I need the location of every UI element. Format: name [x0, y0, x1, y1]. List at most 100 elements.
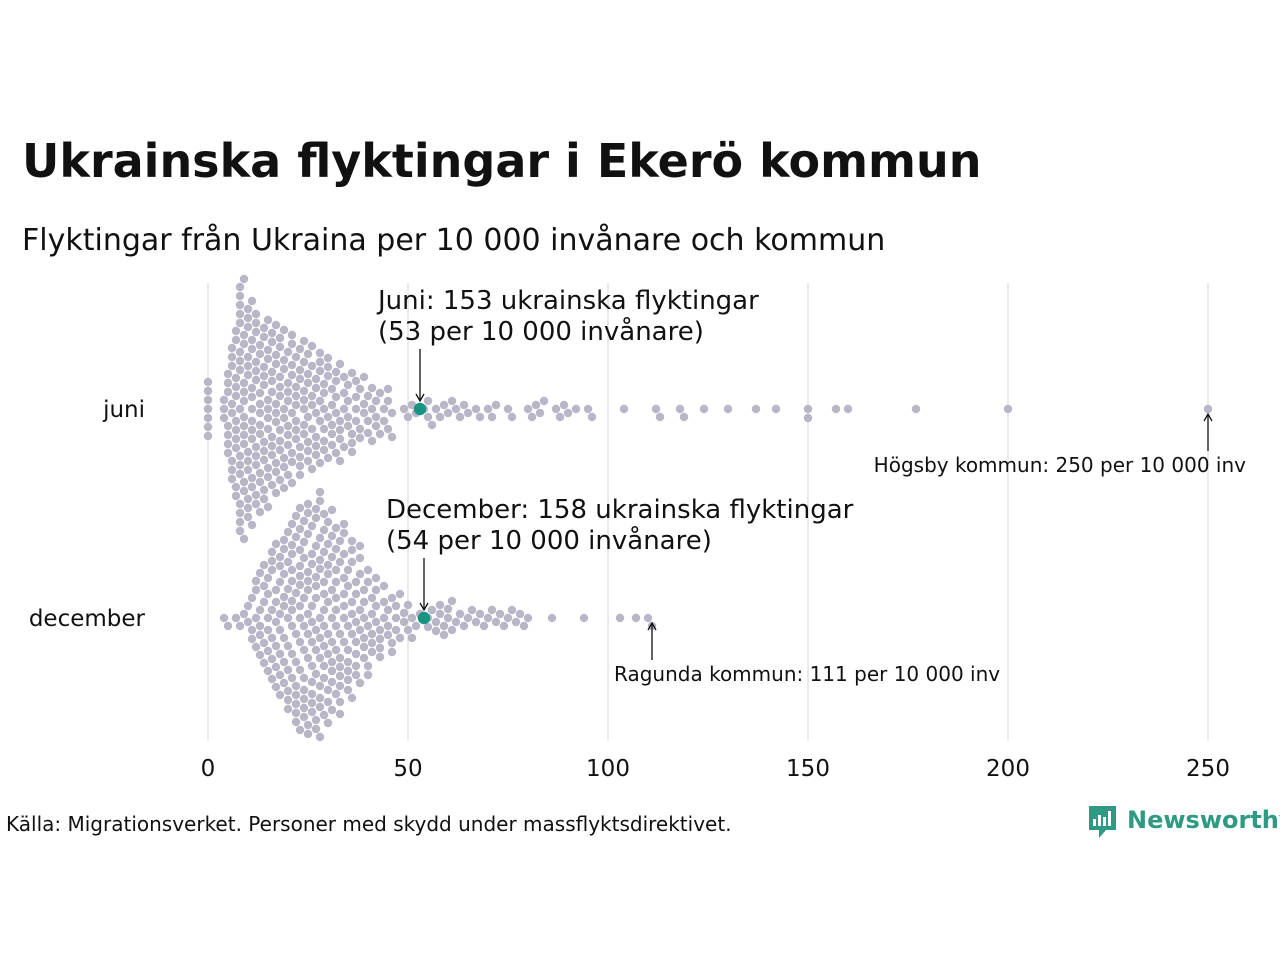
swarm-dot-juni	[239, 387, 249, 397]
swarm-dot-december	[351, 637, 361, 647]
swarm-dot-juni	[283, 378, 293, 388]
swarm-dot-juni	[235, 451, 245, 461]
swarm-dot-juni	[571, 404, 581, 414]
swarm-dot-juni	[271, 417, 281, 427]
swarm-dot-december	[323, 517, 333, 527]
swarm-dot-december	[395, 589, 405, 599]
swarm-dot-december	[327, 637, 337, 647]
swarm-dot-juni	[267, 337, 277, 347]
swarm-dot-december	[247, 634, 257, 644]
swarm-dot-juni	[263, 354, 273, 364]
swarm-dot-december	[295, 571, 305, 581]
swarm-dot-december	[327, 666, 337, 676]
swarm-dot-december	[291, 511, 301, 521]
swarm-dot-juni	[275, 425, 285, 435]
swarm-dot-december	[319, 509, 329, 519]
swarm-dot-juni	[675, 404, 685, 414]
swarm-dot-juni	[311, 383, 321, 393]
swarm-dot-juni	[275, 475, 285, 485]
swarm-dot-december	[331, 689, 341, 699]
swarm-dot-juni	[263, 472, 273, 482]
swarm-dot-juni	[279, 355, 289, 365]
swarm-dot-juni	[247, 296, 257, 306]
swarm-dot-december	[331, 565, 341, 575]
swarm-dot-december	[259, 581, 269, 591]
swarm-dot-juni	[327, 440, 337, 450]
swarm-dot-juni	[263, 463, 273, 473]
swarm-dot-juni	[279, 364, 289, 374]
swarm-dot-juni	[299, 357, 309, 367]
swarm-dot-december	[459, 621, 469, 631]
swarm-dot-december	[295, 637, 305, 647]
swarm-dot-december	[271, 682, 281, 692]
swarm-dot-juni	[227, 399, 237, 409]
swarm-dot-december	[391, 625, 401, 635]
swarm-dot-december	[315, 487, 325, 497]
swarm-dot-december	[511, 617, 521, 627]
swarm-dot-december	[491, 617, 501, 627]
swarm-dot-juni	[251, 499, 261, 509]
swarm-dot-juni	[383, 384, 393, 394]
swarm-dot-juni	[267, 387, 277, 397]
swarm-dot-juni	[251, 357, 261, 367]
swarm-dot-juni	[255, 420, 265, 430]
swarm-dot-juni	[583, 404, 593, 414]
swarm-dot-juni	[251, 490, 261, 500]
swarm-dot-december	[251, 576, 261, 586]
swarm-dot-juni	[327, 384, 337, 394]
swarm-dot-december	[439, 630, 449, 640]
swarm-dot-juni	[235, 469, 245, 479]
swarm-dot-december	[279, 657, 289, 667]
swarm-dot-juni	[291, 352, 301, 362]
swarm-dot-juni	[243, 370, 253, 380]
swarm-dot-december	[279, 569, 289, 579]
swarm-dot-juni	[267, 480, 277, 490]
swarm-dot-juni	[351, 404, 361, 414]
swarm-dot-juni	[247, 383, 257, 393]
swarm-dot-juni	[251, 366, 261, 376]
swarm-dot-juni	[227, 352, 237, 362]
swarm-dot-juni	[295, 344, 305, 354]
swarm-dot-juni	[271, 488, 281, 498]
swarm-dot-juni	[231, 416, 241, 426]
swarm-dot-december	[295, 613, 305, 623]
swarm-dot-juni	[251, 451, 261, 461]
swarm-dot-juni	[219, 395, 229, 405]
swarm-dot-december	[339, 528, 349, 538]
swarm-dot-december	[271, 617, 281, 627]
swarm-dot-december	[355, 625, 365, 635]
swarm-dot-juni	[331, 376, 341, 386]
swarm-dot-juni	[271, 350, 281, 360]
swarm-dot-juni	[363, 416, 373, 426]
swarm-dot-december	[427, 605, 437, 615]
swarm-dot-juni	[307, 341, 317, 351]
x-axis-ticks: 0 50 100 150 200 250	[201, 756, 1230, 782]
x-tick-label: 0	[201, 756, 216, 782]
swarm-dot-juni	[383, 424, 393, 434]
swarm-dot-juni	[335, 456, 345, 466]
swarm-dot-december	[323, 597, 333, 607]
swarm-dot-juni	[219, 404, 229, 414]
x-tick-label: 200	[986, 756, 1030, 782]
swarm-dot-juni	[651, 404, 661, 414]
swarm-dot-december	[359, 597, 369, 607]
swarm-dot-december	[259, 597, 269, 607]
swarm-dot-juni	[503, 404, 513, 414]
swarm-dot-december	[303, 508, 313, 518]
swarm-dot-december	[231, 613, 241, 623]
swarm-dot-juni	[291, 416, 301, 426]
swarm-dot-december	[323, 718, 333, 728]
swarm-dot-juni	[531, 400, 541, 410]
swarm-dot-december	[275, 577, 285, 587]
swarm-dot-juni	[307, 424, 317, 434]
swarm-dot-juni	[231, 373, 241, 383]
swarm-dot-december	[335, 671, 345, 681]
swarm-dot-juni	[243, 447, 253, 457]
highlight-dot-december	[417, 611, 431, 625]
swarm-dot-juni	[299, 395, 309, 405]
swarm-dot-juni	[235, 404, 245, 414]
swarm-dot-december	[335, 709, 345, 719]
swarm-dot-december	[407, 633, 417, 643]
swarm-dot-juni	[551, 404, 561, 414]
swarm-dot-december	[359, 613, 369, 623]
